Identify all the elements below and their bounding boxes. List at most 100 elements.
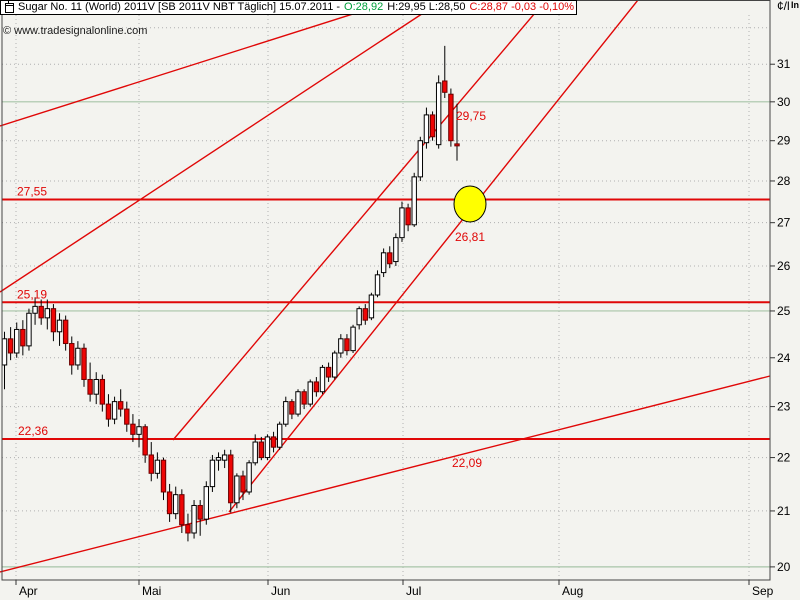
- candle-up[interactable]: [1, 338, 8, 366]
- x-axis-month-label: Sep: [752, 584, 774, 598]
- trendline-value-label: 22,09: [452, 456, 482, 470]
- open-value: O:28,92: [344, 1, 384, 13]
- candle-down[interactable]: [117, 401, 124, 410]
- candle-down[interactable]: [240, 475, 246, 493]
- candle-up[interactable]: [246, 462, 252, 493]
- trendline-value-label: 26,81: [455, 230, 485, 244]
- candle-down[interactable]: [313, 381, 320, 393]
- candle-down[interactable]: [50, 308, 57, 333]
- high-low-values: H:29,95 L:28,50: [387, 1, 466, 13]
- close-change-values: C:28,87 -0,03 -0,10%: [469, 1, 575, 13]
- candle-up[interactable]: [215, 457, 222, 461]
- candle-down[interactable]: [429, 114, 436, 138]
- candle-up[interactable]: [332, 352, 338, 378]
- candle-down[interactable]: [442, 80, 448, 93]
- candle-up[interactable]: [435, 82, 442, 146]
- candle-up[interactable]: [338, 338, 344, 354]
- candle-down[interactable]: [405, 207, 411, 226]
- candle-down[interactable]: [344, 338, 350, 352]
- candle-up[interactable]: [136, 426, 142, 435]
- candle-down[interactable]: [289, 401, 295, 415]
- candle-up[interactable]: [368, 294, 375, 319]
- candle-up[interactable]: [399, 207, 405, 239]
- candle-down[interactable]: [362, 308, 368, 321]
- candle-up[interactable]: [350, 326, 356, 352]
- candle-down[interactable]: [228, 454, 234, 504]
- candle-up[interactable]: [234, 475, 240, 504]
- y-axis-label: 28: [777, 174, 791, 188]
- candle-up[interactable]: [264, 436, 271, 459]
- candle-up[interactable]: [283, 401, 289, 425]
- candle-up[interactable]: [14, 328, 20, 354]
- candle-down[interactable]: [160, 459, 167, 493]
- candle-up[interactable]: [154, 459, 161, 474]
- candle-up[interactable]: [191, 504, 197, 534]
- lower-support-line[interactable]: [0, 375, 771, 573]
- candle-down[interactable]: [99, 378, 106, 405]
- candle-down[interactable]: [62, 319, 69, 345]
- candle-up[interactable]: [75, 347, 81, 366]
- candle-up[interactable]: [26, 312, 32, 347]
- candle-up[interactable]: [32, 305, 38, 314]
- candle-up[interactable]: [44, 308, 51, 319]
- y-axis-label: 23: [777, 400, 791, 414]
- candle-up[interactable]: [423, 114, 430, 144]
- candle-down[interactable]: [38, 305, 44, 319]
- candle-up[interactable]: [411, 176, 417, 226]
- candle-down[interactable]: [20, 328, 26, 347]
- candle-down[interactable]: [105, 403, 112, 420]
- candle-down[interactable]: [185, 524, 191, 534]
- candle-down[interactable]: [197, 504, 203, 520]
- x-axis-month-label: Mai: [142, 584, 161, 598]
- candle-down[interactable]: [7, 338, 14, 354]
- y-axis-label: 26: [777, 259, 791, 273]
- candle-up[interactable]: [319, 366, 326, 393]
- candle-down[interactable]: [87, 378, 93, 395]
- candle-down[interactable]: [69, 343, 75, 366]
- candle-down[interactable]: [179, 494, 185, 526]
- candle-down[interactable]: [124, 408, 130, 425]
- candle-up[interactable]: [374, 274, 381, 296]
- candle-down[interactable]: [166, 491, 173, 515]
- candle-down[interactable]: [130, 423, 136, 435]
- candle-up[interactable]: [417, 140, 424, 178]
- candle-up[interactable]: [111, 401, 118, 420]
- candle-down[interactable]: [258, 441, 265, 459]
- upper-fan-line[interactable]: [0, 0, 398, 127]
- candle-down[interactable]: [301, 391, 307, 405]
- candle-down[interactable]: [142, 426, 148, 456]
- candle-down[interactable]: [148, 454, 154, 474]
- middle-fan-line[interactable]: [0, 0, 444, 293]
- candle-down[interactable]: [387, 252, 393, 265]
- candle-up[interactable]: [221, 454, 228, 461]
- channel-right-line[interactable]: [228, 0, 639, 513]
- candle-up[interactable]: [380, 252, 387, 274]
- candle-down[interactable]: [454, 143, 460, 147]
- candle-down[interactable]: [270, 436, 277, 448]
- candle-up[interactable]: [209, 459, 216, 488]
- candle-up[interactable]: [307, 381, 313, 405]
- x-axis-month-label: Apr: [19, 584, 38, 598]
- y-axis-label: 31: [777, 57, 791, 71]
- y-axis-label: 22: [777, 451, 791, 465]
- candle-down[interactable]: [448, 93, 454, 142]
- candle-up[interactable]: [173, 494, 179, 515]
- candle-up[interactable]: [356, 308, 362, 326]
- candle-up[interactable]: [93, 378, 99, 395]
- candle-up[interactable]: [203, 486, 209, 520]
- y-axis-unit-label: ¢/l: [777, 0, 790, 13]
- candle-up[interactable]: [252, 441, 258, 464]
- y-axis-label: 25: [777, 304, 791, 318]
- candle-up[interactable]: [393, 237, 399, 263]
- candle-down[interactable]: [325, 366, 332, 378]
- candle-up[interactable]: [276, 423, 283, 448]
- candle-up[interactable]: [56, 319, 63, 333]
- channel-left-line[interactable]: [172, 0, 547, 441]
- highlight-ellipse[interactable]: [453, 185, 487, 223]
- watermark-link[interactable]: © www.tradesignalonline.com: [3, 25, 148, 37]
- chart-title-bar[interactable]: Sugar No. 11 (World) 2011V [SB 2011V NBT…: [0, 0, 577, 15]
- candle-down[interactable]: [81, 347, 87, 380]
- candle-up[interactable]: [295, 391, 301, 415]
